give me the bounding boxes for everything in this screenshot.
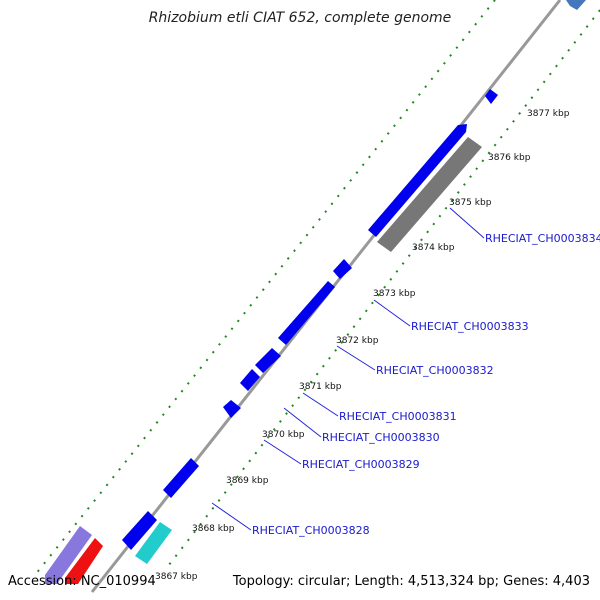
tick-track-outer: [34, 0, 496, 576]
kbp-tick-label: 3872 kbp: [336, 336, 379, 346]
gene-cds[interactable]: [278, 281, 335, 345]
kbp-tick-label: 3876 kbp: [488, 153, 531, 163]
gene-cds[interactable]: [368, 124, 467, 237]
genome-summary: Topology: circular; Length: 4,513,324 bp…: [232, 574, 590, 589]
kbp-tick-label: 3871 kbp: [299, 382, 342, 392]
gene-locus-label[interactable]: RHECIAT_CH0003833: [411, 320, 529, 333]
feature-purple[interactable]: [45, 526, 92, 584]
gene-callout-line: [336, 345, 376, 371]
kbp-tick-label: 3868 kbp: [192, 524, 235, 534]
gene-cds[interactable]: [240, 369, 260, 391]
kbp-tick-label: 3869 kbp: [226, 476, 269, 486]
gene-callout-line: [283, 407, 322, 438]
gene-locus-label[interactable]: RHECIAT_CH0003830: [322, 431, 440, 444]
gene-locus-label[interactable]: RHECIAT_CH0003834: [485, 232, 600, 245]
gene-cds[interactable]: [122, 511, 157, 550]
gene-callout-line: [302, 392, 339, 417]
kbp-tick-label: 3874 kbp: [412, 243, 455, 253]
gene-cds[interactable]: [163, 458, 199, 498]
gene-locus-label[interactable]: RHECIAT_CH0003829: [302, 458, 420, 471]
feature-steelblue[interactable]: [566, 0, 586, 10]
kbp-tick-label: 3877 kbp: [527, 109, 570, 119]
gene-callout-line: [263, 439, 302, 465]
feature-red[interactable]: [65, 538, 103, 584]
kbp-tick-label: 3867 kbp: [155, 572, 198, 582]
gene-cds[interactable]: [333, 259, 352, 279]
gene-locus-label[interactable]: RHECIAT_CH0003831: [339, 410, 457, 423]
kbp-tick-label: 3875 kbp: [449, 198, 492, 208]
gene-cds[interactable]: [255, 348, 281, 373]
gene-callout-line: [211, 502, 252, 531]
gene-locus-label[interactable]: RHECIAT_CH0003828: [252, 524, 370, 537]
feature-cyan[interactable]: [135, 522, 172, 564]
feature-rna[interactable]: [377, 137, 482, 252]
kbp-tick-label: 3873 kbp: [373, 289, 416, 299]
gene-cds[interactable]: [485, 89, 498, 104]
gene-callout-line: [373, 299, 411, 327]
kbp-tick-label: 3870 kbp: [262, 430, 305, 440]
gene-callout-line: [449, 207, 485, 239]
tick-track-inner: [164, 9, 600, 571]
gene-cds[interactable]: [223, 400, 241, 418]
gene-locus-label[interactable]: RHECIAT_CH0003832: [376, 364, 494, 377]
map-title: Rhizobium etli CIAT 652, complete genome: [148, 10, 452, 26]
accession-label: Accession: NC_010994: [8, 574, 156, 589]
